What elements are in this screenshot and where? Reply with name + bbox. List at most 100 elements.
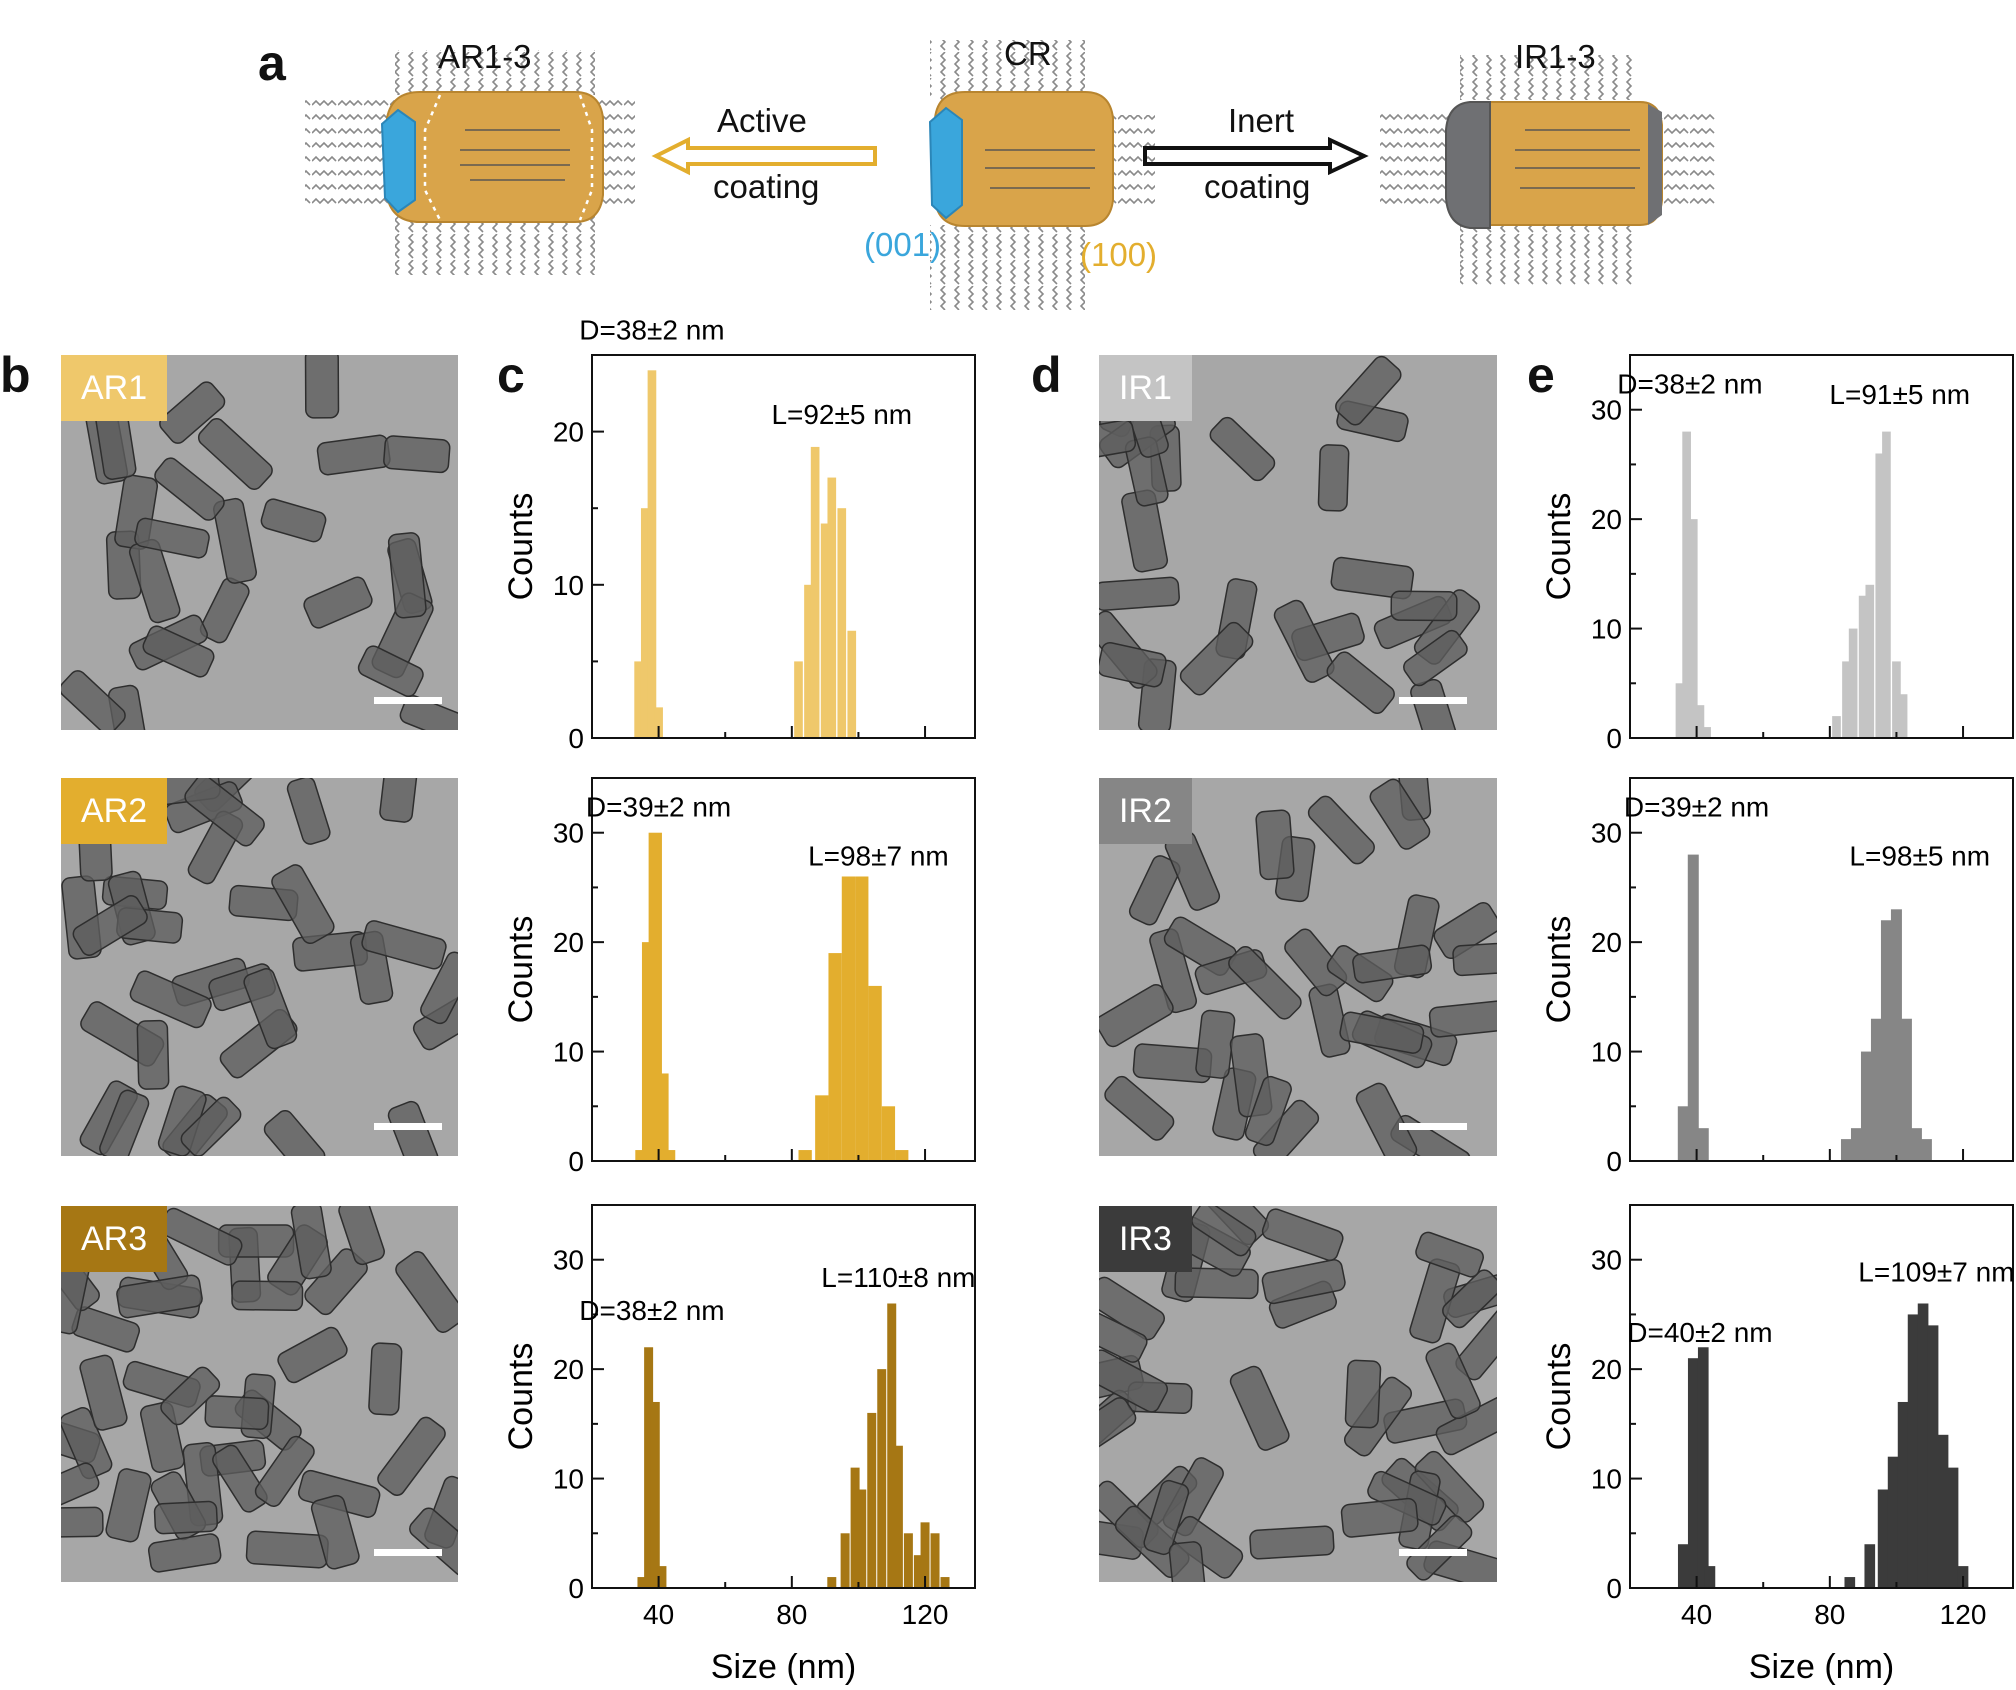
y-tick-label: 20 <box>1591 1354 1622 1385</box>
histogram-bar <box>1937 1434 1949 1588</box>
histogram-bar <box>881 1106 896 1161</box>
nanorod <box>1428 1000 1497 1038</box>
histogram-bar <box>867 1412 877 1588</box>
nanorod <box>61 670 126 730</box>
histogram-bar <box>640 508 650 738</box>
x-tick-label: 40 <box>1681 1599 1712 1630</box>
y-tick-label: 20 <box>553 1354 584 1385</box>
histogram-bar <box>650 1401 660 1588</box>
y-tick-label: 30 <box>1591 1245 1622 1276</box>
nanorod <box>1209 416 1276 482</box>
nanorod <box>1369 778 1431 850</box>
nanorod <box>304 355 340 419</box>
data-annotation: D=38±2 nm <box>1617 368 1762 399</box>
y-tick-label: 10 <box>553 1464 584 1495</box>
nanorod <box>1317 444 1350 512</box>
histogram-bar <box>1688 519 1698 738</box>
nanorod <box>1390 590 1458 622</box>
active-label-1: Active <box>717 102 807 139</box>
histogram-bar <box>635 1150 649 1161</box>
nanorod <box>231 1280 304 1312</box>
ligand-fringe <box>305 100 395 210</box>
histogram-bar <box>1850 1128 1862 1161</box>
nanorod <box>1099 419 1137 462</box>
histogram-bar <box>794 661 803 738</box>
scale-bar <box>1399 697 1467 704</box>
scale-bar <box>1399 1549 1467 1556</box>
tem-image-ir2: IR2 <box>1099 778 1497 1156</box>
histogram-bar <box>1898 694 1908 738</box>
ar-title: AR1-3 <box>438 38 532 75</box>
tem-rods <box>61 1206 458 1577</box>
y-axis-label: Counts <box>1540 916 1578 1024</box>
plot-frame <box>1629 354 2014 739</box>
y-tick-label: 10 <box>1591 1464 1622 1495</box>
histogram-ir2: 0 10 20 30 Counts D=39±2 nm L=98±5 nm <box>1540 777 2014 1177</box>
x-tick-label: 120 <box>902 1599 949 1630</box>
histogram-bar <box>810 446 820 738</box>
y-tick-label: 0 <box>568 1573 584 1604</box>
histogram-bar <box>1910 1128 1922 1161</box>
tem-rods <box>61 778 458 1156</box>
nanorod <box>184 778 265 847</box>
histogram-bar <box>1947 1467 1959 1588</box>
scale-bar <box>374 697 442 704</box>
x-tick-label: 80 <box>1814 1599 1845 1630</box>
tem-label-ir1: IR1 <box>1099 355 1192 421</box>
histogram-bar <box>1875 453 1885 738</box>
nanorod <box>383 435 451 474</box>
histogram-bar <box>895 1150 909 1161</box>
nanorod <box>142 625 215 678</box>
nanorod <box>105 1468 152 1543</box>
histogram-bar <box>1927 1325 1939 1588</box>
nanorod <box>303 576 373 629</box>
histogram-bar <box>1860 1051 1872 1161</box>
tem-label-ar1: AR1 <box>61 355 168 421</box>
histogram-ar2: 0 10 20 30 Counts D=39±2 nm L=98±7 nm <box>502 777 976 1177</box>
histogram-bar <box>847 630 857 738</box>
inert-coating-arrow <box>1143 136 1369 176</box>
nanorod <box>1344 1359 1382 1429</box>
nanorod <box>1255 809 1295 881</box>
nanorod <box>1168 1541 1208 1582</box>
y-tick-label: 10 <box>553 570 584 601</box>
nanorod <box>1249 1525 1335 1560</box>
histogram-bar <box>1920 1139 1932 1161</box>
nanorod <box>129 970 212 1029</box>
nanorod <box>338 1206 385 1266</box>
histogram-bar <box>820 523 830 738</box>
histogram-bar <box>1890 909 1902 1161</box>
tem-rods <box>1099 1206 1497 1582</box>
data-annotation: L=98±5 nm <box>1849 841 1990 872</box>
data-annotation: L=91±5 nm <box>1829 379 1970 410</box>
histogram-bar <box>850 1467 860 1588</box>
nanorod <box>1442 1269 1497 1329</box>
histogram-bar <box>661 1150 676 1161</box>
histogram-bar <box>868 985 882 1161</box>
nanorod <box>1415 1231 1484 1278</box>
tem-image-ir3: IR3 <box>1099 1206 1497 1582</box>
nanorod <box>310 1494 360 1570</box>
ligand-overlay <box>1515 129 1640 189</box>
ligand-fringe <box>930 40 1085 100</box>
nanorod <box>180 1096 242 1156</box>
histogram-bar <box>837 508 847 738</box>
histogram-bar <box>1697 1347 1709 1588</box>
nanorod <box>153 1500 218 1535</box>
tem-image-ar1: AR1 <box>61 355 458 730</box>
histogram-bar <box>1832 716 1841 738</box>
nanorod <box>1191 1206 1257 1257</box>
nanorod <box>420 951 458 1025</box>
nanorod <box>116 1274 203 1319</box>
nanorod <box>277 1326 348 1384</box>
histogram-bar <box>1907 1314 1919 1588</box>
y-axis-label: Counts <box>1540 1343 1578 1451</box>
nanorod <box>361 920 447 970</box>
nanorod <box>263 1109 326 1156</box>
x-axis-label: Size (nm) <box>711 1648 856 1686</box>
inert-label-2: coating <box>1204 168 1311 205</box>
y-tick-label: 0 <box>1606 723 1622 754</box>
nanorod <box>1330 556 1415 600</box>
nanorod <box>260 498 327 543</box>
